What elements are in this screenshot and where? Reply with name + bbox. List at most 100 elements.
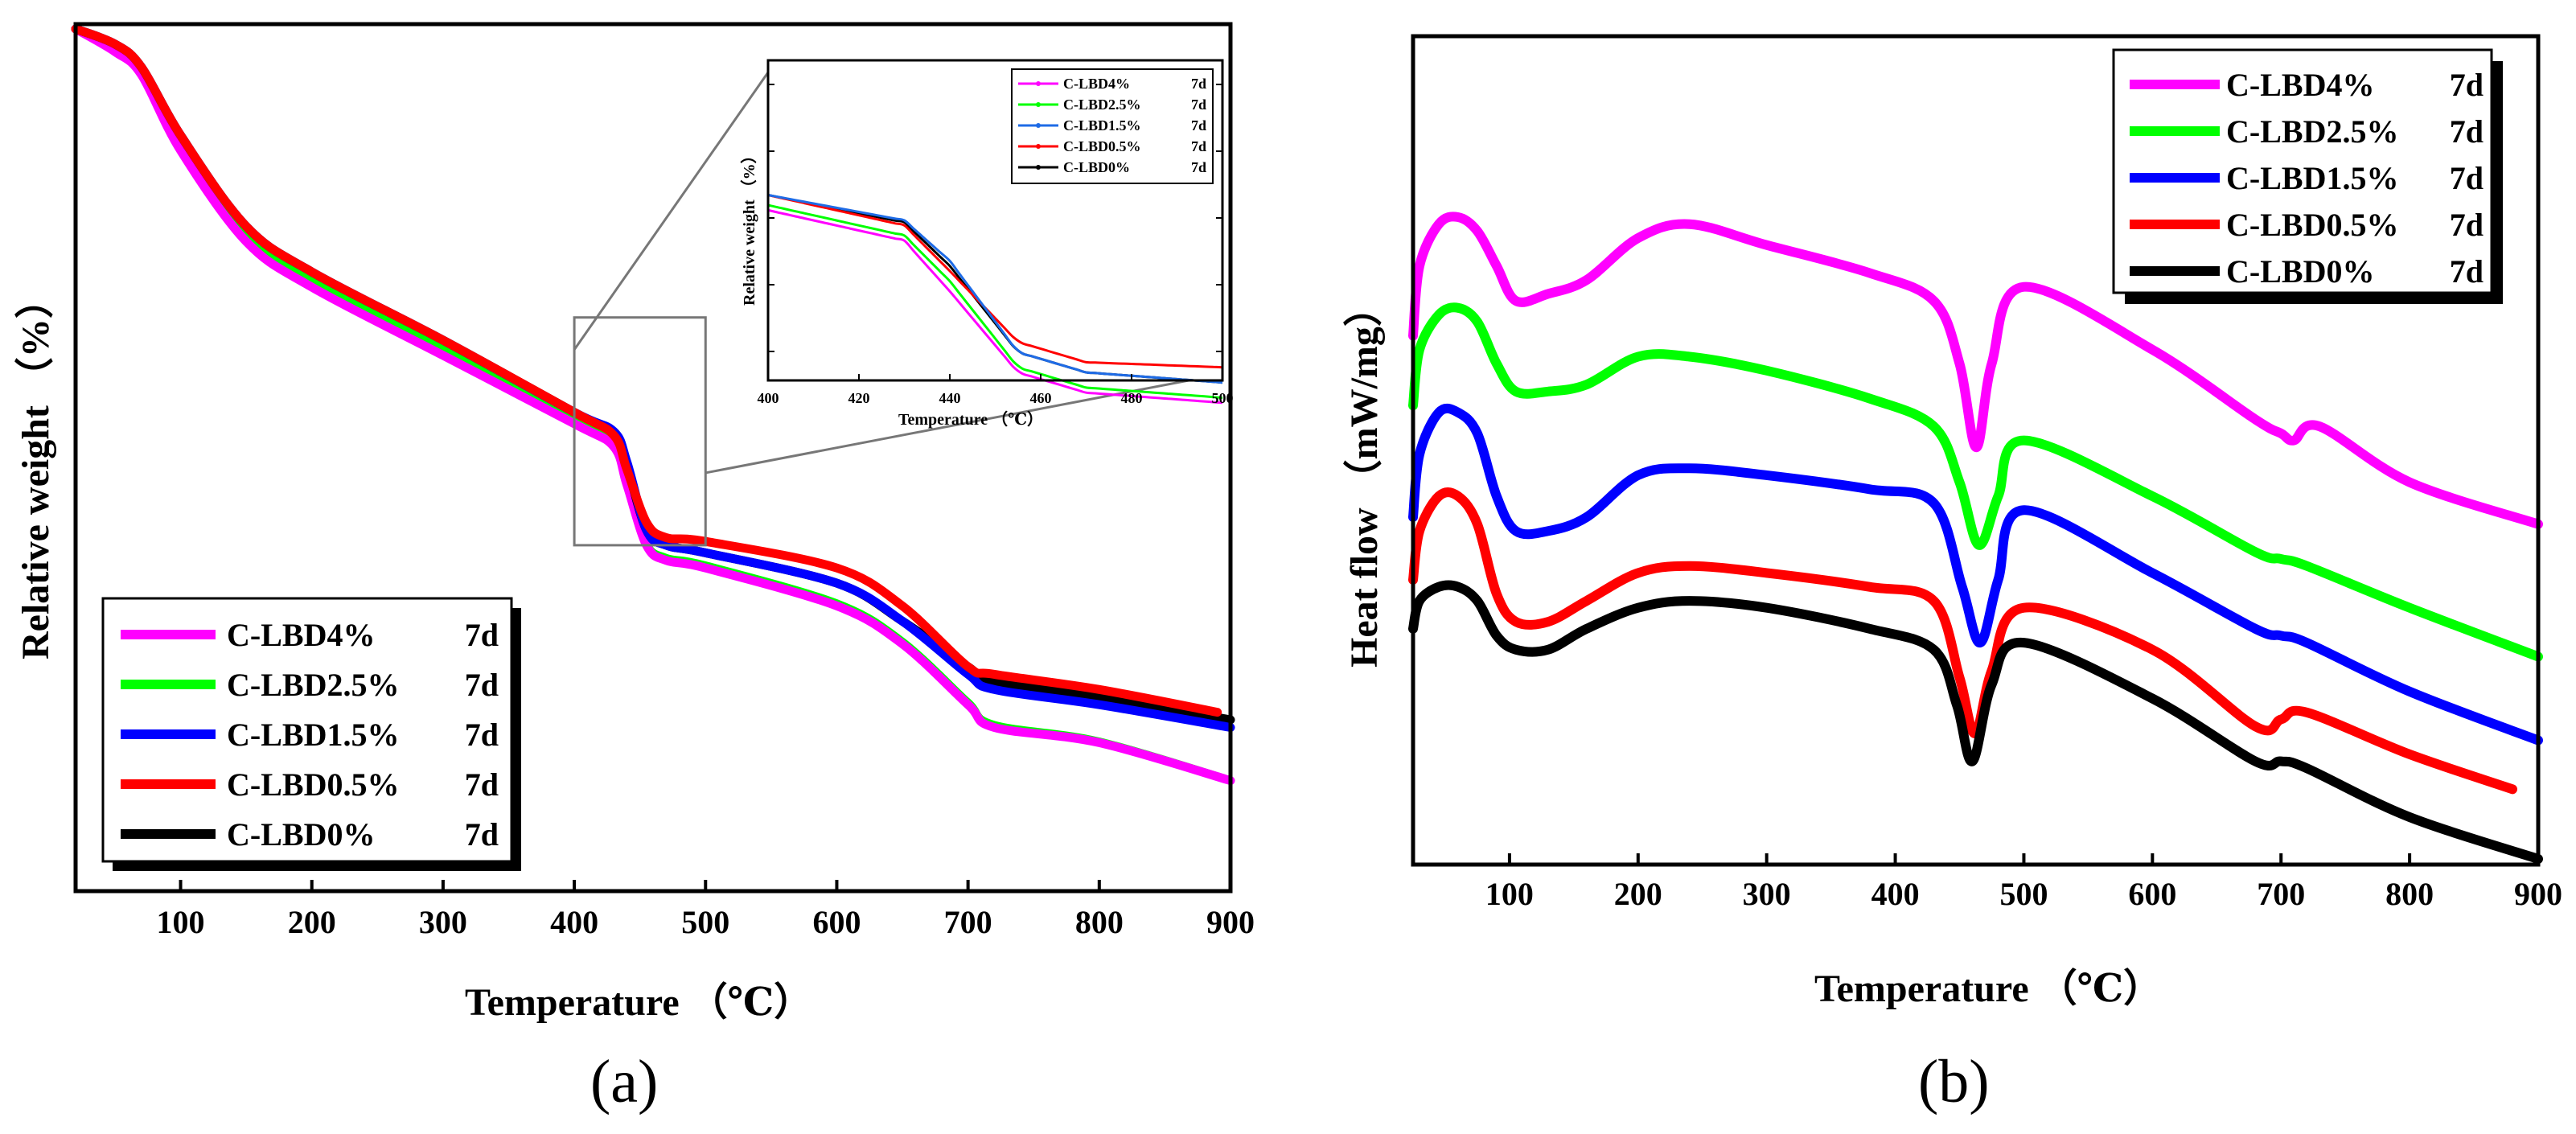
inset-legend-suffix: 7d	[1191, 76, 1206, 92]
legend-suffix: 7d	[2450, 253, 2484, 290]
chart-b-x-ticks: 100 200 300 400 500 600 700 800 900	[1485, 853, 2562, 912]
chart-a-series-group	[71, 24, 1235, 786]
inset-legend-label-c-lbd0: C-LBD0%	[1063, 159, 1130, 175]
legend-label-c-lbd0-5: C-LBD0.5%	[227, 766, 399, 803]
chart-b-y-axis-title: Heat flow （mW/mg）	[1343, 288, 1386, 668]
x-tick-label: 700	[944, 904, 992, 940]
legend-suffix: 7d	[465, 816, 499, 853]
series-line-c-lbd4	[71, 24, 1235, 786]
x-tick-label: 300	[1743, 876, 1791, 912]
inset-connector-line	[573, 64, 775, 351]
legend-label-c-lbd1-5: C-LBD1.5%	[2226, 160, 2398, 196]
inset-legend-marker	[1036, 123, 1041, 128]
x-tick-label: 800	[2385, 876, 2434, 912]
inset-legend-marker	[1036, 102, 1041, 107]
chart-b-legend-box	[2112, 48, 2493, 294]
legend-suffix: 7d	[2450, 160, 2484, 196]
chart-a-legend-items: C-LBD4% 7d C-LBD2.5% 7d C-LBD1.5% 7d C-LBD0.5%…	[121, 617, 499, 853]
inset-legend-suffix: 7d	[1191, 117, 1206, 134]
x-tick-label: 400	[550, 904, 598, 940]
panel-label-a: (a)	[590, 1048, 658, 1116]
inset-series-line-c-lbd2-5	[767, 203, 1223, 399]
series-line-c-lbd1-5	[1408, 403, 2543, 746]
legend-label-c-lbd2-5: C-LBD2.5%	[2226, 113, 2398, 150]
chart-b: 100 200 300 400 500 600 700 800 900 Temperature …	[1343, 34, 2562, 1116]
chart-a: 100 200 300 400 500 600 700 800 900 400 420 440 460…	[14, 22, 1255, 1116]
legend-suffix: 7d	[2450, 207, 2484, 243]
legend-suffix: 7d	[465, 766, 499, 803]
inset-x-tick-label: 420	[848, 390, 870, 406]
chart-b-series-group	[1408, 212, 2543, 864]
chart-b-x-axis-title: Temperature （℃）	[1814, 968, 2162, 1010]
x-tick-label: 900	[1206, 904, 1255, 940]
x-tick-label: 100	[157, 904, 205, 940]
legend-suffix: 7d	[465, 617, 499, 653]
inset-legend-suffix: 7d	[1191, 138, 1206, 154]
inset-x-tick-label: 500	[1212, 390, 1234, 406]
chart-b-legend-items: C-LBD4% 7d C-LBD2.5% 7d C-LBD1.5% 7d C-LBD0.5%…	[2130, 67, 2484, 290]
inset-legend-label-c-lbd0-5: C-LBD0.5%	[1063, 138, 1141, 154]
x-tick-label: 400	[1871, 876, 1920, 912]
legend-label-c-lbd1-5: C-LBD1.5%	[227, 717, 399, 753]
inset-y-axis-title: Relative weight （%）	[740, 147, 758, 306]
x-tick-label: 800	[1075, 904, 1124, 940]
chart-a-inset: 400 420 440 460 480 500 Temperature （℃） Relat…	[740, 59, 1234, 429]
inset-y-ticks	[768, 84, 1222, 352]
x-tick-label: 200	[1614, 876, 1662, 912]
series-line-c-lbd0	[1408, 580, 2543, 864]
x-tick-label: 500	[681, 904, 729, 940]
legend-suffix: 7d	[465, 717, 499, 753]
chart-a-y-axis-title: Relative weight （%）	[14, 280, 57, 659]
series-line-c-lbd0-5	[71, 24, 1222, 717]
x-tick-label: 900	[2514, 876, 2562, 912]
inset-legend-suffix: 7d	[1191, 97, 1206, 113]
series-line-c-lbd0-5	[1408, 487, 2517, 795]
inset-x-tick-label: 480	[1121, 390, 1143, 406]
inset-x-ticks: 400 420 440 460 480 500	[758, 374, 1234, 406]
inset-x-tick-label: 440	[939, 390, 961, 406]
inset-plot-frame	[766, 59, 1224, 382]
inset-legend: C-LBD4% 7d C-LBD2.5% 7d C-LBD1.5% 7d C-LBD0.5%…	[1011, 68, 1214, 184]
inset-legend-marker	[1036, 165, 1041, 170]
legend-suffix: 7d	[2450, 67, 2484, 103]
x-tick-label: 200	[288, 904, 336, 940]
inset-legend-marker	[1036, 144, 1041, 149]
legend-label-c-lbd2-5: C-LBD2.5%	[227, 667, 399, 703]
inset-legend-marker	[1036, 81, 1041, 86]
x-tick-label: 700	[2257, 876, 2305, 912]
inset-series-line-c-lbd4	[767, 208, 1223, 405]
legend-label-c-lbd4: C-LBD4%	[227, 617, 375, 653]
inset-legend-items: C-LBD4% 7d C-LBD2.5% 7d C-LBD1.5% 7d C-LBD0.5%…	[1018, 76, 1206, 175]
inset-x-tick-label: 460	[1030, 390, 1052, 406]
inset-series-line-c-lbd0-5	[767, 194, 1223, 369]
series-line-c-lbd4	[1408, 212, 2543, 529]
inset-series-group	[767, 194, 1223, 405]
panel-label-b: (b)	[1918, 1048, 1990, 1116]
legend-label-c-lbd4: C-LBD4%	[2226, 67, 2374, 103]
legend-suffix: 7d	[465, 667, 499, 703]
inset-series-line-c-lbd1-5	[767, 194, 1223, 384]
legend-label-c-lbd0: C-LBD0%	[227, 816, 375, 853]
x-tick-label: 300	[419, 904, 467, 940]
x-tick-label: 600	[2128, 876, 2176, 912]
legend-label-c-lbd0: C-LBD0%	[2226, 253, 2374, 290]
x-tick-label: 500	[1999, 876, 2048, 912]
chart-a-legend: C-LBD4% 7d C-LBD2.5% 7d C-LBD1.5% 7d C-LBD0.5%…	[101, 597, 521, 871]
legend-suffix: 7d	[2450, 113, 2484, 150]
inset-x-axis-title: Temperature （℃）	[898, 410, 1043, 429]
series-line-c-lbd2-5	[1408, 302, 2543, 662]
inset-legend-suffix: 7d	[1191, 159, 1206, 175]
chart-b-plot-frame	[1411, 34, 2541, 867]
inset-zoom-region	[573, 316, 707, 547]
legend-label-c-lbd0-5: C-LBD0.5%	[2226, 207, 2398, 243]
x-tick-label: 100	[1485, 876, 1534, 912]
inset-legend-label-c-lbd4: C-LBD4%	[1063, 76, 1130, 92]
chart-a-plot-frame	[73, 22, 1233, 894]
inset-legend-label-c-lbd1-5: C-LBD1.5%	[1063, 117, 1141, 134]
chart-b-legend: C-LBD4% 7d C-LBD2.5% 7d C-LBD1.5% 7d C-LBD0.5%…	[2112, 48, 2503, 304]
chart-a-x-axis-title: Temperature （℃）	[465, 981, 812, 1024]
inset-legend-label-c-lbd2-5: C-LBD2.5%	[1063, 97, 1141, 113]
chart-a-x-ticks: 100 200 300 400 500 600 700 800 900	[157, 880, 1255, 940]
inset-x-tick-label: 400	[758, 390, 779, 406]
